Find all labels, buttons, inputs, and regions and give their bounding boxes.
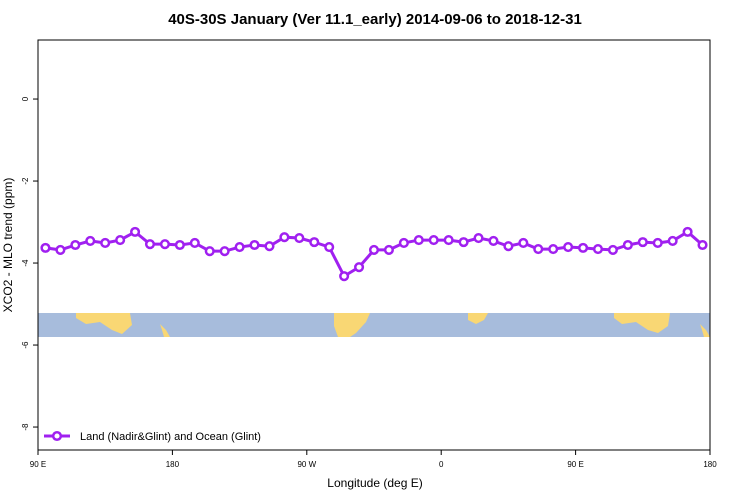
plot-frame <box>37 39 711 451</box>
point <box>294 232 305 244</box>
point <box>667 235 678 246</box>
y-tick-label: -8 <box>21 423 30 431</box>
point <box>548 244 559 255</box>
point <box>219 246 230 257</box>
point <box>413 235 424 246</box>
y-tick-label: 0 <box>21 96 30 101</box>
point <box>503 241 514 252</box>
point <box>309 237 320 248</box>
point <box>339 271 350 282</box>
point <box>324 242 335 253</box>
point <box>398 237 409 248</box>
point <box>85 235 96 246</box>
point <box>443 235 454 246</box>
x-tick-label: 180 <box>703 460 717 469</box>
point <box>189 237 200 248</box>
point <box>652 237 663 248</box>
point <box>115 235 126 246</box>
point <box>204 246 215 257</box>
x-tick-label: 180 <box>166 460 180 469</box>
point <box>533 244 544 255</box>
legend-label: Land (Nadir&Glint) and Ocean (Glint) <box>80 431 261 443</box>
point <box>55 244 66 255</box>
x-tick-label: 90 W <box>297 460 316 469</box>
y-axis-label: XCO2 - MLO trend (ppm) <box>1 178 15 313</box>
point <box>70 239 81 251</box>
point <box>682 226 693 237</box>
point <box>144 239 156 250</box>
point <box>159 239 170 250</box>
x-tick-label: 90 E <box>30 460 46 469</box>
point <box>354 262 365 273</box>
point <box>637 237 648 248</box>
legend-marker <box>51 430 63 442</box>
point <box>234 242 245 253</box>
point <box>264 241 275 252</box>
point <box>592 244 604 255</box>
y-tick-label: -6 <box>21 341 30 349</box>
point <box>697 239 708 251</box>
point <box>383 244 394 255</box>
point <box>40 242 51 253</box>
point <box>518 237 529 248</box>
point <box>368 244 380 255</box>
point <box>578 242 589 253</box>
point <box>563 242 574 253</box>
point <box>100 237 111 248</box>
point <box>607 244 618 255</box>
point <box>130 226 141 237</box>
x-axis-label: Longitude (deg E) <box>327 476 422 490</box>
point <box>279 232 290 243</box>
point <box>174 239 185 251</box>
x-tick-label: 0 <box>439 460 444 469</box>
point <box>488 235 499 246</box>
x-tick-label: 90 E <box>567 460 583 469</box>
chart-title: 40S-30S January (Ver 11.1_early) 2014-09… <box>168 11 582 28</box>
y-tick-label: -2 <box>21 177 30 185</box>
map-strip <box>38 313 710 337</box>
point <box>622 239 633 251</box>
point <box>428 235 439 246</box>
point <box>249 239 260 251</box>
point <box>473 232 484 244</box>
y-tick-label: -4 <box>21 259 30 267</box>
point <box>458 237 469 248</box>
